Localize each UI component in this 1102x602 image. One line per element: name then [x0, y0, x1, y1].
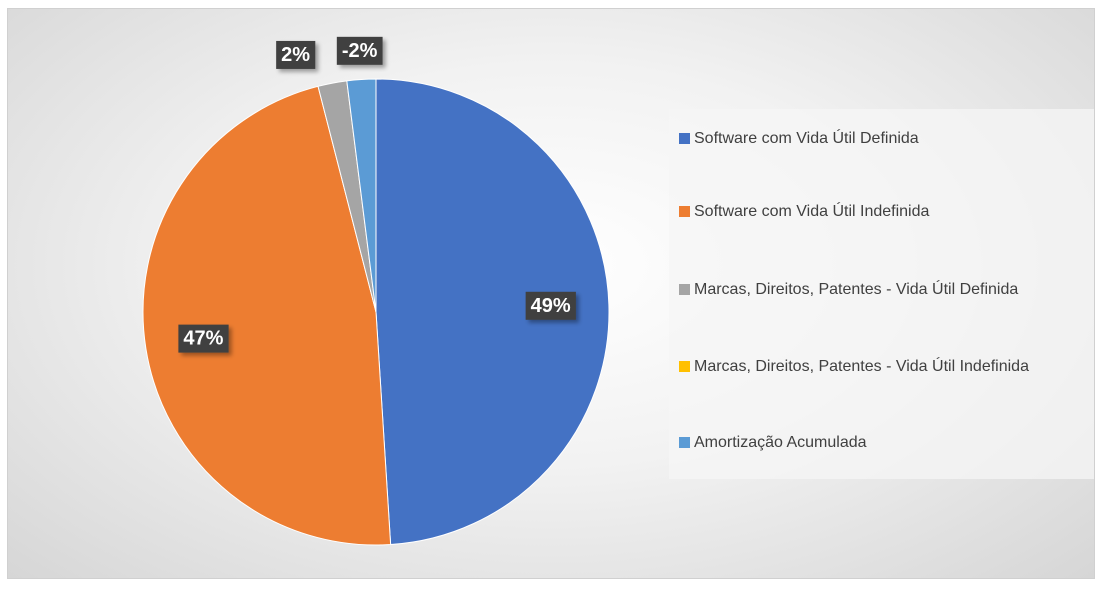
- legend-swatch: [679, 284, 690, 295]
- legend-label: Software com Vida Útil Indefinida: [694, 203, 930, 220]
- data-label-group: -2%: [336, 36, 383, 65]
- pie-chart: 49% 47% 2% -2%: [142, 36, 610, 546]
- legend-label: Amortização Acumulada: [694, 434, 867, 451]
- data-label: 49%: [531, 295, 571, 317]
- legend: Software com Vida Útil Definida Software …: [669, 109, 1094, 479]
- data-label-group: 47%: [178, 324, 229, 353]
- pie-slice: [142, 85, 392, 546]
- legend-entry: Marcas, Direitos, Patentes - Vida Útil I…: [679, 355, 1084, 379]
- chart-area: 49% 47% 2% -2% Software com Vida Útil Defin…: [7, 8, 1095, 579]
- legend-entry: Marcas, Direitos, Patentes - Vida Útil D…: [679, 278, 1084, 302]
- legend-entry: Software com Vida Útil Indefinida: [679, 200, 1084, 224]
- legend-label: Marcas, Direitos, Patentes - Vida Útil I…: [694, 358, 1029, 375]
- data-label-group: 2%: [276, 40, 316, 69]
- legend-swatch: [679, 361, 690, 372]
- legend-swatch: [679, 133, 690, 144]
- pie-slice: [375, 78, 610, 546]
- legend-label: Software com Vida Útil Definida: [694, 130, 919, 147]
- legend-entry: Amortização Acumulada: [679, 431, 1084, 455]
- data-label: 2%: [281, 44, 310, 66]
- legend-entry: Software com Vida Útil Definida: [679, 127, 1084, 151]
- data-label-group: 49%: [525, 291, 576, 320]
- legend-label: Marcas, Direitos, Patentes - Vida Útil D…: [694, 281, 1019, 298]
- data-label: -2%: [342, 40, 378, 62]
- data-label-box: [336, 36, 383, 65]
- data-label-box: [276, 40, 316, 69]
- pie-slice: [346, 78, 377, 313]
- data-label-box: [178, 324, 229, 353]
- data-label: 47%: [183, 328, 223, 350]
- legend-swatch: [679, 206, 690, 217]
- legend-swatch: [679, 437, 690, 448]
- data-label-box: [525, 291, 576, 320]
